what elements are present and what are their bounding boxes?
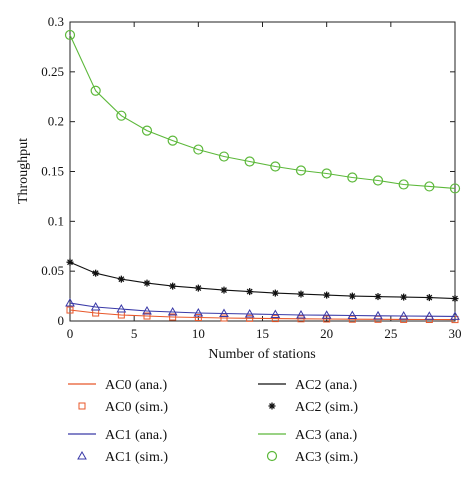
data-point-ac3-sim xyxy=(270,161,281,172)
data-point-ac1-sim xyxy=(90,302,101,311)
data-point-ac2-sim xyxy=(271,289,279,297)
y-axis-label: Throughput xyxy=(16,138,31,204)
data-point-ac1-sim xyxy=(244,309,255,318)
data-point-ac2-sim xyxy=(143,279,151,287)
data-point-ac3-sim xyxy=(64,29,76,41)
data-point-ac2-sim xyxy=(246,288,254,296)
data-point-ac3-sim xyxy=(347,172,358,183)
data-point-ac1-sim xyxy=(373,310,383,320)
data-point-ac2-sim xyxy=(451,295,459,303)
data-point-ac0-sim xyxy=(348,315,356,323)
data-point-ac1-sim xyxy=(424,311,435,320)
data-point-ac0-sim xyxy=(297,315,305,323)
data-point-ac0-sim xyxy=(169,313,177,321)
data-point-ac2-sim xyxy=(348,292,356,300)
data-point-ac0-sim xyxy=(220,314,228,322)
data-point-ac2-sim xyxy=(297,290,305,298)
data-point-ac3-sim xyxy=(193,144,204,155)
data-point-ac3-sim xyxy=(321,168,332,179)
legend-label-ac3-sim: AC3 (sim.) xyxy=(295,450,358,465)
data-point-ac2-sim xyxy=(117,275,125,283)
legend-label-ac1-ana: AC1 (ana.) xyxy=(105,428,168,443)
data-point-ac2-sim xyxy=(400,293,408,301)
data-point-ac1-sim xyxy=(219,308,229,318)
legend-swatch-ac0-sim xyxy=(78,402,86,410)
data-point-ac3-sim xyxy=(218,151,230,162)
x-tick-label: 5 xyxy=(131,326,138,341)
legend-swatch-ac3-sim xyxy=(266,450,278,462)
legend-label-ac3-ana: AC3 (ana.) xyxy=(295,428,358,443)
data-point-ac1-sim xyxy=(142,306,152,315)
data-point-ac2-sim xyxy=(194,284,202,292)
data-point-ac1-sim xyxy=(65,298,75,307)
data-point-ac3-sim xyxy=(449,183,461,194)
series-line-ac1-ana xyxy=(69,302,456,317)
y-tick-label: 0.05 xyxy=(41,263,64,278)
data-point-ac1-sim xyxy=(398,311,409,320)
data-point-ac0-sim xyxy=(194,314,202,322)
data-point-ac3-sim xyxy=(141,125,153,136)
x-tick-label: 0 xyxy=(67,326,74,341)
legend-swatch-ac1-sim xyxy=(77,450,87,460)
data-point-ac3-sim xyxy=(295,165,307,176)
data-point-ac3-sim xyxy=(90,85,101,96)
data-point-ac1-sim xyxy=(167,307,178,316)
legend: AC0 (ana.) AC0 (sim.) AC1 (ana.) AC1 (sim.)… xyxy=(68,378,358,465)
data-point-ac2-sim xyxy=(220,286,228,294)
y-tick-label: 0.2 xyxy=(48,114,64,129)
data-point-ac1-sim xyxy=(193,308,204,317)
y-tick-label: 0.3 xyxy=(48,14,64,29)
legend-label-ac1-sim: AC1 (sim.) xyxy=(105,450,168,465)
series-line-ac0-ana xyxy=(69,309,456,321)
y-tick-label: 0 xyxy=(58,313,65,328)
x-tick-label: 10 xyxy=(192,326,205,341)
data-point-ac2-sim xyxy=(374,293,382,301)
series-line-ac2-ana xyxy=(69,261,456,300)
series-line-ac3-ana xyxy=(69,34,456,189)
data-point-ac2-sim xyxy=(169,282,177,290)
data-point-ac0-sim xyxy=(143,312,151,320)
data-point-ac3-sim xyxy=(244,156,255,167)
data-point-ac3-sim xyxy=(167,135,178,146)
data-point-ac2-sim xyxy=(92,269,100,277)
data-point-ac2-sim xyxy=(323,291,331,299)
plot-frame xyxy=(69,21,456,322)
series-layer xyxy=(64,29,461,324)
legend-label-ac2-ana: AC2 (ana.) xyxy=(295,378,358,393)
legend-label-ac0-sim: AC0 (sim.) xyxy=(105,400,168,415)
x-tick-label: 25 xyxy=(384,326,397,341)
data-point-ac1-sim xyxy=(296,310,306,319)
data-point-ac0-sim xyxy=(66,306,74,314)
data-point-ac0-sim xyxy=(323,315,331,323)
legend-swatch-ac2-sim xyxy=(268,402,276,410)
data-point-ac3-sim xyxy=(116,110,127,121)
x-tick-label: 30 xyxy=(449,326,462,341)
data-point-ac1-sim xyxy=(116,304,127,313)
data-point-ac1-sim xyxy=(270,309,281,319)
data-point-ac1-sim xyxy=(321,310,332,319)
data-point-ac0-sim xyxy=(271,315,279,323)
data-point-ac1-sim xyxy=(347,310,358,320)
data-point-ac3-sim xyxy=(398,179,409,190)
y-tick-label: 0.25 xyxy=(41,64,64,79)
x-tick-label: 15 xyxy=(256,326,269,341)
legend-label-ac2-sim: AC2 (sim.) xyxy=(295,400,358,415)
data-point-ac1-sim xyxy=(450,311,460,320)
legend-label-ac0-ana: AC0 (ana.) xyxy=(105,378,168,393)
data-point-ac3-sim xyxy=(424,181,435,192)
data-point-ac2-sim xyxy=(66,258,74,266)
data-point-ac2-sim xyxy=(425,294,433,302)
data-point-ac0-sim xyxy=(246,314,254,322)
y-tick-label: 0.1 xyxy=(48,213,64,228)
y-tick-label: 0.15 xyxy=(41,164,64,179)
data-point-ac3-sim xyxy=(372,175,384,186)
x-tick-label: 20 xyxy=(320,326,333,341)
x-axis-label: Number of stations xyxy=(208,347,315,362)
